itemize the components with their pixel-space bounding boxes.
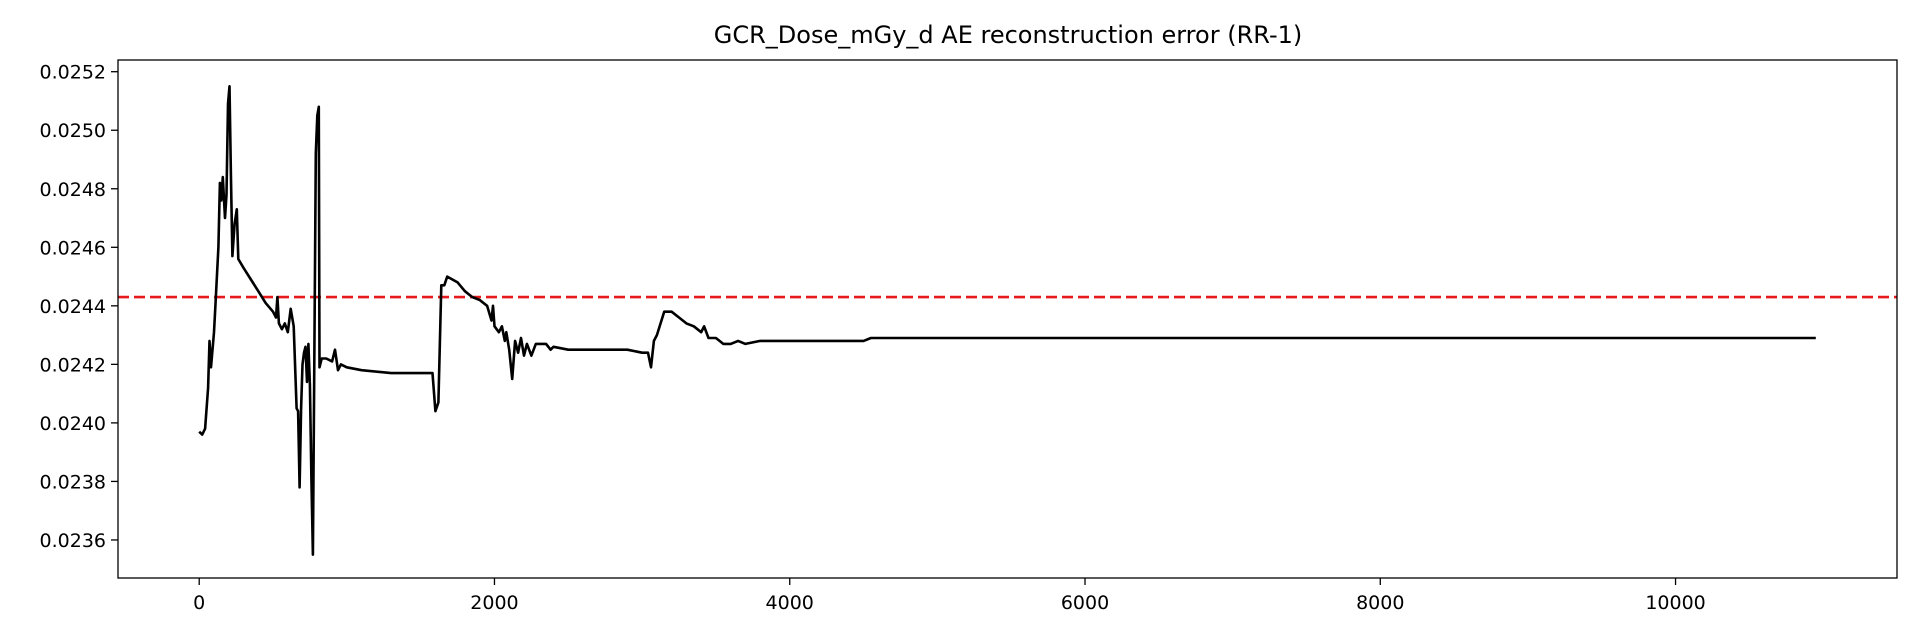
x-tick-label: 6000 (1061, 592, 1109, 614)
y-tick-label: 0.0248 (40, 179, 106, 201)
y-tick-label: 0.0238 (40, 471, 106, 493)
y-tick-label: 0.0252 (40, 62, 106, 84)
y-tick-label: 0.0240 (40, 413, 106, 435)
plot-area-frame (117, 59, 1898, 579)
x-tick-label: 0 (193, 592, 205, 614)
x-tick-label: 4000 (766, 592, 814, 614)
x-tick-label: 10000 (1645, 592, 1705, 614)
chart-title: GCR_Dose_mGy_d AE reconstruction error (… (713, 21, 1303, 49)
y-axis: 0.0236 0.0238 0.0240 0.0242 0.0244 0.0246 0.02… (40, 62, 118, 552)
y-tick-label: 0.0242 (40, 354, 106, 376)
y-tick-label: 0.0250 (40, 120, 106, 142)
x-tick-label: 8000 (1356, 592, 1404, 614)
y-tick-label: 0.0246 (40, 237, 106, 259)
x-tick-label: 2000 (470, 592, 518, 614)
series-layer (198, 85, 1816, 556)
series-line-0 (198, 85, 1816, 556)
y-tick-label: 0.0236 (40, 530, 106, 552)
x-axis: 0 2000 4000 6000 8000 10000 (193, 578, 1706, 614)
y-tick-label: 0.0244 (40, 296, 106, 318)
